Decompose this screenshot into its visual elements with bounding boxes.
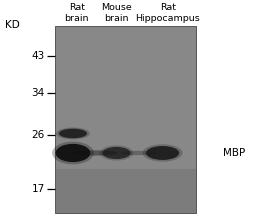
- Ellipse shape: [120, 151, 156, 155]
- Ellipse shape: [56, 144, 90, 162]
- Text: KD: KD: [5, 20, 20, 30]
- Text: 34: 34: [31, 88, 45, 98]
- Text: Rat
Hippocampus: Rat Hippocampus: [135, 3, 200, 23]
- Ellipse shape: [143, 144, 183, 162]
- Text: 17: 17: [31, 184, 45, 194]
- Ellipse shape: [100, 145, 133, 161]
- Ellipse shape: [56, 127, 90, 140]
- Bar: [55, 169, 196, 213]
- Bar: [55, 26, 196, 213]
- Text: Rat
brain: Rat brain: [65, 3, 89, 23]
- Text: 43: 43: [31, 51, 45, 61]
- Text: MBP: MBP: [223, 148, 245, 158]
- Text: 26: 26: [31, 130, 45, 140]
- Ellipse shape: [52, 142, 94, 164]
- Ellipse shape: [59, 129, 87, 138]
- Text: Mouse
brain: Mouse brain: [101, 3, 132, 23]
- Ellipse shape: [146, 146, 179, 160]
- Ellipse shape: [72, 150, 118, 156]
- Ellipse shape: [102, 147, 131, 159]
